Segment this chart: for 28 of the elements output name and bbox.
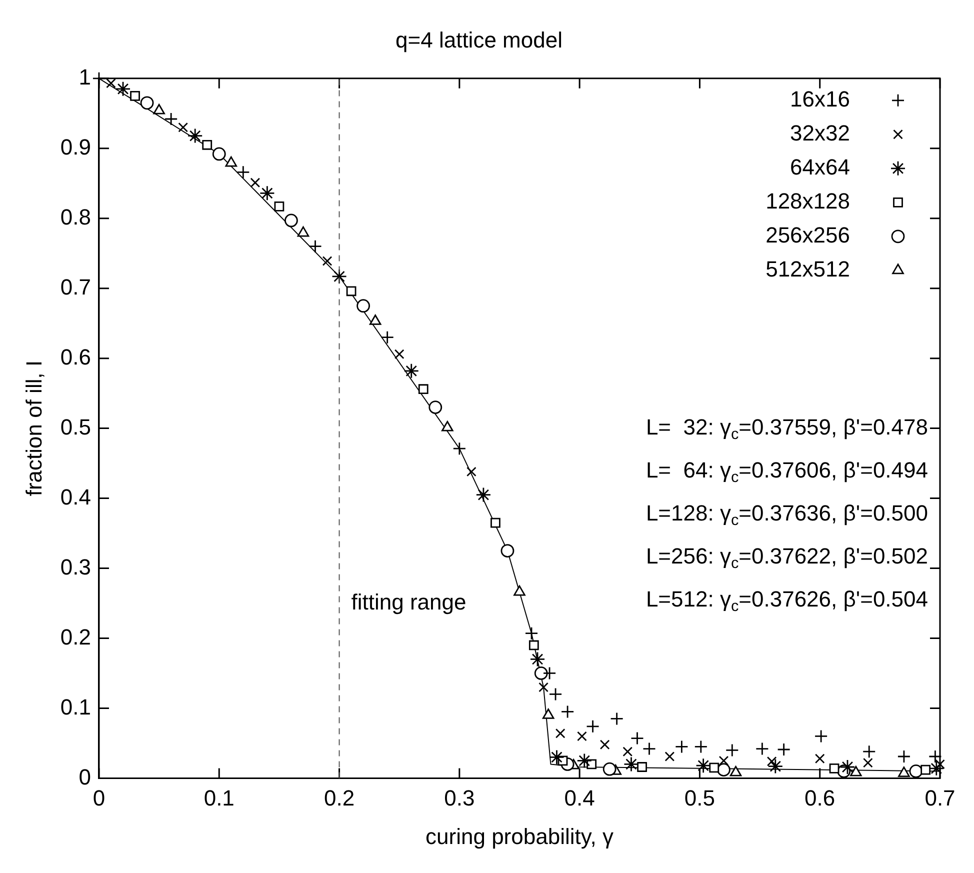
legend-label: 128x128 <box>766 188 850 214</box>
chart-title: q=4 lattice model <box>396 27 562 52</box>
x-axis-title: curing probability, γ <box>426 824 614 849</box>
legend-label: 16x16 <box>790 86 850 112</box>
y-tick-label: 0.6 <box>60 344 91 370</box>
x-tick-label: 0.3 <box>444 785 475 810</box>
y-tick-label: 0.7 <box>60 274 91 300</box>
x-tick-label: 0.6 <box>804 785 836 810</box>
legend-label: 512x512 <box>766 256 850 282</box>
x-tick-label: 0.4 <box>564 785 595 810</box>
legend-label: 64x64 <box>790 154 850 180</box>
y-tick-label: 0.5 <box>60 414 91 440</box>
y-axis-title: fraction of ill, I <box>21 360 46 496</box>
x-tick-label: 0.7 <box>924 785 956 810</box>
y-tick-label: 1 <box>78 64 91 90</box>
y-tick-label: 0 <box>78 764 91 790</box>
x-tick-label: 0.2 <box>324 785 355 810</box>
ref-line-label: fitting range <box>351 589 466 614</box>
x-tick-label: 0.5 <box>684 785 716 810</box>
y-tick-label: 0.2 <box>60 624 91 650</box>
x-tick-label: 0.1 <box>204 785 234 810</box>
y-tick-label: 0.8 <box>60 204 91 230</box>
y-tick-label: 0.3 <box>60 554 91 580</box>
y-tick-label: 0.1 <box>60 694 91 720</box>
legend-label: 32x32 <box>790 120 850 146</box>
legend-label: 256x256 <box>766 222 850 248</box>
y-tick-label: 0.9 <box>60 134 91 160</box>
y-tick-label: 0.4 <box>60 484 91 510</box>
